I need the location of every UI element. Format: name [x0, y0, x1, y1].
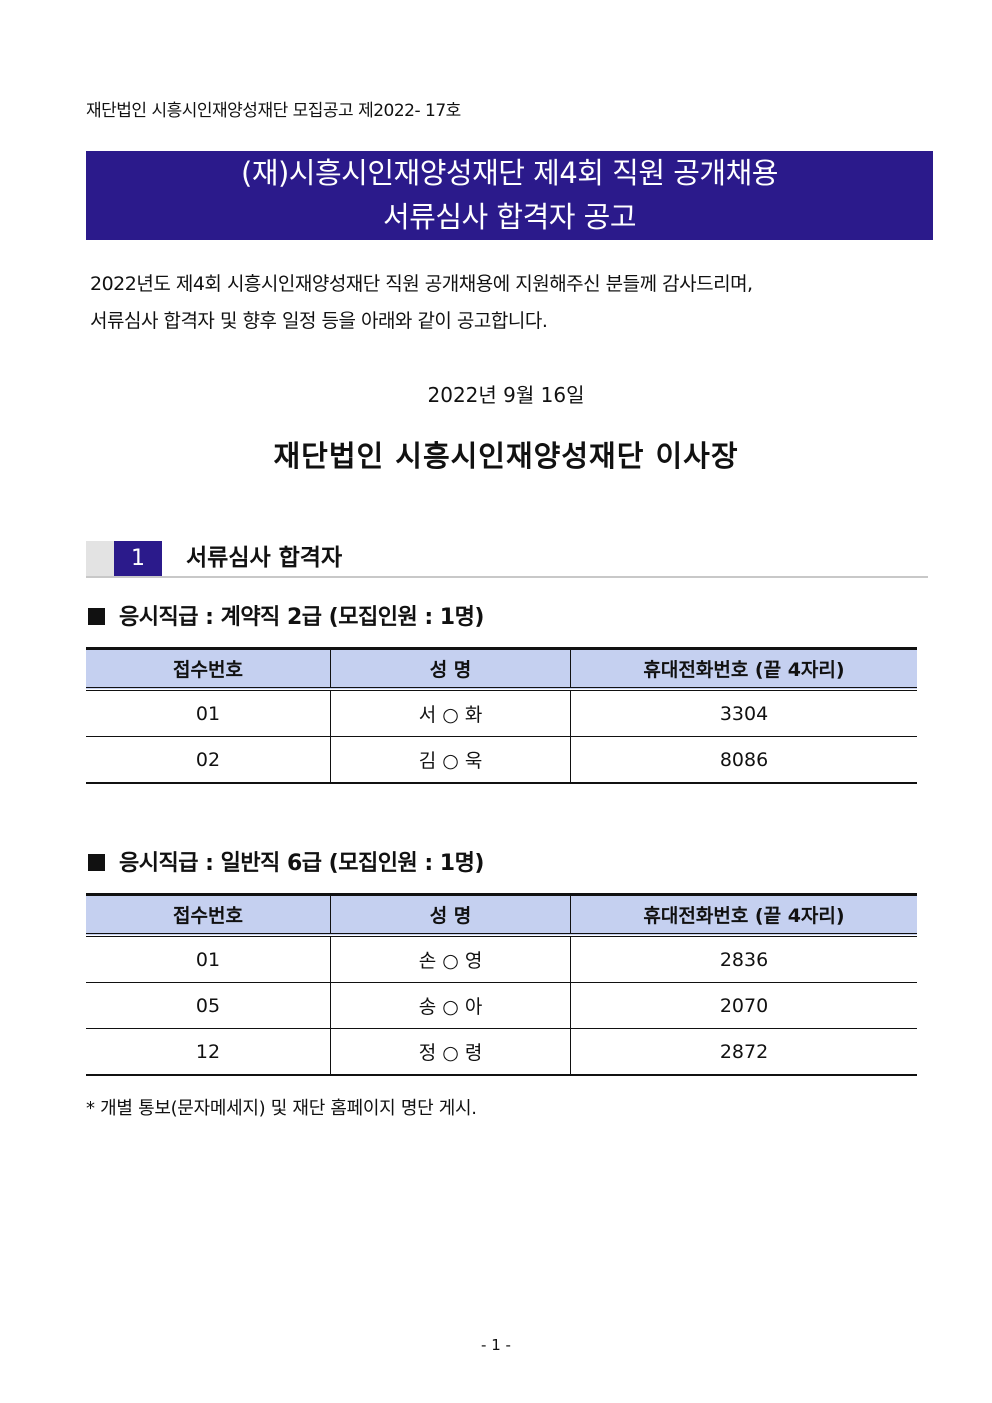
cell: 2836	[570, 935, 917, 983]
announcement-date: 2022년 9월 16일	[427, 383, 585, 407]
col-header: 휴대전화번호 (끝 4자리)	[570, 647, 917, 691]
cell: 정 ○ 령	[330, 1028, 571, 1076]
square-bullet-icon	[88, 854, 105, 871]
footnote: * 개별 통보(문자메세지) 및 재단 홈페이지 명단 게시.	[86, 1098, 477, 1119]
square-bullet-icon	[88, 608, 105, 625]
cell: 3304	[570, 689, 917, 737]
cell: 02	[86, 736, 331, 784]
cell: 12	[86, 1028, 331, 1076]
col-header: 성 명	[330, 893, 571, 937]
cell: 8086	[570, 736, 917, 784]
col-header: 휴대전화번호 (끝 4자리)	[570, 893, 917, 937]
signer: 재단법인 시흥시인재양성재단 이사장	[273, 439, 739, 473]
intro-text: 2022년도 제4회 시흥시인재양성재단 직원 공개채용에 지원해주신 분들께 …	[90, 266, 753, 340]
section-marker	[86, 541, 114, 576]
cell: 2070	[570, 982, 917, 1029]
intro-line-2: 서류심사 합격자 및 향후 일정 등을 아래와 같이 공고합니다.	[90, 310, 548, 332]
cell: 05	[86, 982, 331, 1029]
cell: 송 ○ 아	[330, 982, 571, 1029]
cell: 2872	[570, 1028, 917, 1076]
intro-line-1: 2022년도 제4회 시흥시인재양성재단 직원 공개채용에 지원해주신 분들께 …	[90, 273, 753, 295]
group-title: 응시직급 : 계약직 2급 (모집인원 : 1명)	[119, 605, 484, 630]
section-title: 서류심사 합격자	[186, 545, 343, 571]
group-heading: 응시직급 : 일반직 6급 (모집인원 : 1명)	[88, 845, 484, 877]
page-number: - 1 -	[481, 1336, 511, 1354]
document-number: 재단법인 시흥시인재양성재단 모집공고 제2022- 17호	[86, 101, 461, 121]
title-line-1: (재)시흥시인재양성재단 제4회 직원 공개채용	[241, 156, 778, 190]
group-title: 응시직급 : 일반직 6급 (모집인원 : 1명)	[119, 851, 484, 876]
section-number: 1	[114, 541, 162, 576]
cell: 01	[86, 689, 331, 737]
cell: 손 ○ 영	[330, 935, 571, 983]
table-row: 02 김 ○ 욱 8086	[86, 736, 917, 784]
title-banner: (재)시흥시인재양성재단 제4회 직원 공개채용 서류심사 합격자 공고	[86, 151, 933, 240]
table-row: 01 손 ○ 영 2836	[86, 935, 917, 983]
col-header: 성 명	[330, 647, 571, 691]
table-row: 01 서 ○ 화 3304	[86, 689, 917, 737]
table-row: 12 정 ○ 령 2872	[86, 1028, 917, 1076]
section-heading: 1 서류심사 합격자	[86, 541, 928, 578]
col-header: 접수번호	[86, 893, 331, 937]
group-heading: 응시직급 : 계약직 2급 (모집인원 : 1명)	[88, 599, 484, 631]
table-row: 05 송 ○ 아 2070	[86, 982, 917, 1029]
col-header: 접수번호	[86, 647, 331, 691]
cell: 김 ○ 욱	[330, 736, 571, 784]
results-table: 접수번호 성 명 휴대전화번호 (끝 4자리) 01 서 ○ 화 3304 02 김 ○ …	[86, 647, 917, 784]
cell: 01	[86, 935, 331, 983]
cell: 서 ○ 화	[330, 689, 571, 737]
results-table: 접수번호 성 명 휴대전화번호 (끝 4자리) 01 손 ○ 영 2836 05 송 ○ …	[86, 893, 917, 1076]
title-line-2: 서류심사 합격자 공고	[382, 200, 637, 234]
